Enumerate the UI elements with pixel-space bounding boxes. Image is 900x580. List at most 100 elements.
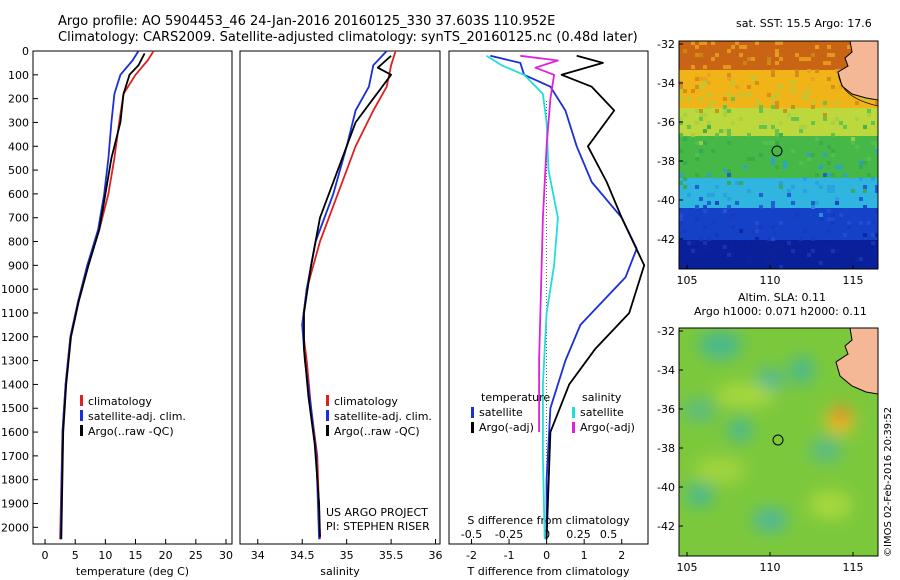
sst-pixel — [807, 157, 811, 161]
sst-pixel — [699, 77, 703, 81]
sst-pixel — [871, 141, 875, 145]
sst-pixel — [759, 193, 763, 197]
sst-pixel — [679, 149, 683, 153]
x-tick-label: 35.5 — [379, 549, 404, 562]
sst-pixel — [799, 129, 803, 133]
sst-pixel — [727, 141, 731, 145]
sst-pixel — [827, 45, 831, 49]
sst-pixel — [811, 53, 815, 57]
sst-pixel — [831, 217, 835, 221]
sst-pixel — [727, 133, 731, 137]
sst-pixel — [843, 173, 847, 177]
sst-pixel — [747, 93, 751, 97]
sst-pixel — [871, 221, 875, 225]
plot-frame — [239, 50, 441, 545]
sst-pixel — [699, 117, 703, 121]
sst-pixel — [791, 89, 795, 93]
legend-heading-salinity: salinity — [582, 391, 622, 404]
sst-pixel — [683, 89, 687, 93]
legend-label: Argo(..raw -QC) — [88, 425, 174, 438]
sst-pixel — [747, 57, 751, 61]
sst-pixel — [847, 225, 851, 229]
sst-pixel — [699, 141, 703, 145]
sst-pixel — [843, 261, 847, 265]
sst-pixel — [791, 105, 795, 109]
sst-pixel — [739, 181, 743, 185]
sst-pixel — [771, 161, 775, 165]
sst-pixel — [743, 61, 747, 65]
sst-pixel — [839, 165, 843, 169]
sst-pixel — [723, 105, 727, 109]
legend-swatch — [326, 425, 329, 436]
sst-pixel — [707, 193, 711, 197]
map-y-tick-label: -32 — [657, 38, 675, 51]
sst-pixel — [771, 73, 775, 77]
sst-pixel — [707, 93, 711, 97]
y-tick-label: 900 — [8, 259, 29, 272]
sst-pixel — [679, 213, 683, 217]
y-tick-label: 1900 — [1, 498, 29, 511]
legend-label: satellite-adj. clim. — [334, 410, 432, 423]
sst-pixel — [811, 153, 815, 157]
annotation-line-2: PI: STEPHEN RISER — [326, 520, 430, 533]
sst-pixel — [695, 109, 699, 113]
sst-pixel — [787, 241, 791, 245]
sst-pixel — [683, 161, 687, 165]
sst-pixel — [711, 193, 715, 197]
sst-pixel — [731, 97, 735, 101]
legend-heading-temperature: temperature — [481, 391, 550, 404]
sst-pixel — [727, 197, 731, 201]
sst-map-title: sat. SST: 15.5 Argo: 17.6 — [736, 17, 872, 30]
sst-pixel — [723, 113, 727, 117]
sst-pixel — [871, 233, 875, 237]
sst-pixel — [751, 229, 755, 233]
sst-pixel — [831, 53, 835, 57]
sst-pixel — [835, 117, 839, 121]
sst-pixel — [855, 257, 859, 261]
sst-pixel — [875, 233, 878, 237]
credit-label: ©IMOS 02-Feb-2016 20:39:52 — [883, 406, 894, 557]
sst-pixel — [779, 181, 783, 185]
sst-pixel — [815, 69, 819, 73]
sst-pixel — [835, 197, 839, 201]
sst-pixel — [827, 245, 831, 249]
sst-pixel — [687, 97, 691, 101]
x-tick-label: 0 — [42, 549, 49, 562]
sst-pixel — [775, 41, 779, 45]
x-tick-label: -2 — [466, 549, 477, 562]
y-tick-label: 1800 — [1, 474, 29, 487]
argo-location-sla — [772, 434, 784, 446]
sst-pixel — [715, 53, 719, 57]
sst-pixel — [823, 117, 827, 121]
sst-pixel — [807, 153, 811, 157]
sst-pixel — [707, 249, 711, 253]
sst-pixel — [835, 101, 839, 105]
sst-pixel — [699, 53, 703, 57]
sst-pixel — [819, 217, 823, 221]
sst-pixel — [803, 189, 807, 193]
top-x-tick-label: -0.5 — [461, 528, 482, 541]
sst-pixel — [811, 237, 815, 241]
sst-pixel — [715, 185, 719, 189]
y-tick-label: 100 — [8, 69, 29, 82]
sst-pixel — [727, 253, 731, 257]
sst-pixel — [775, 93, 779, 97]
sst-pixel — [851, 141, 855, 145]
sst-pixel — [691, 89, 695, 93]
sst-pixel — [703, 81, 707, 85]
sst-pixel — [703, 129, 707, 133]
x-axis-label: temperature (deg C) — [76, 565, 189, 578]
sst-pixel — [831, 85, 835, 89]
sst-pixel — [711, 57, 715, 61]
sst-pixel — [703, 241, 707, 245]
y-tick-label: 1100 — [1, 307, 29, 320]
sst-pixel — [735, 201, 739, 205]
sst-pixel — [771, 225, 775, 229]
sst-pixel — [691, 65, 695, 69]
sst-pixel — [691, 249, 695, 253]
map-x-tick-label: 110 — [760, 274, 781, 287]
map-y-tick-label: -42 — [657, 520, 675, 533]
sst-pixel — [863, 125, 867, 129]
